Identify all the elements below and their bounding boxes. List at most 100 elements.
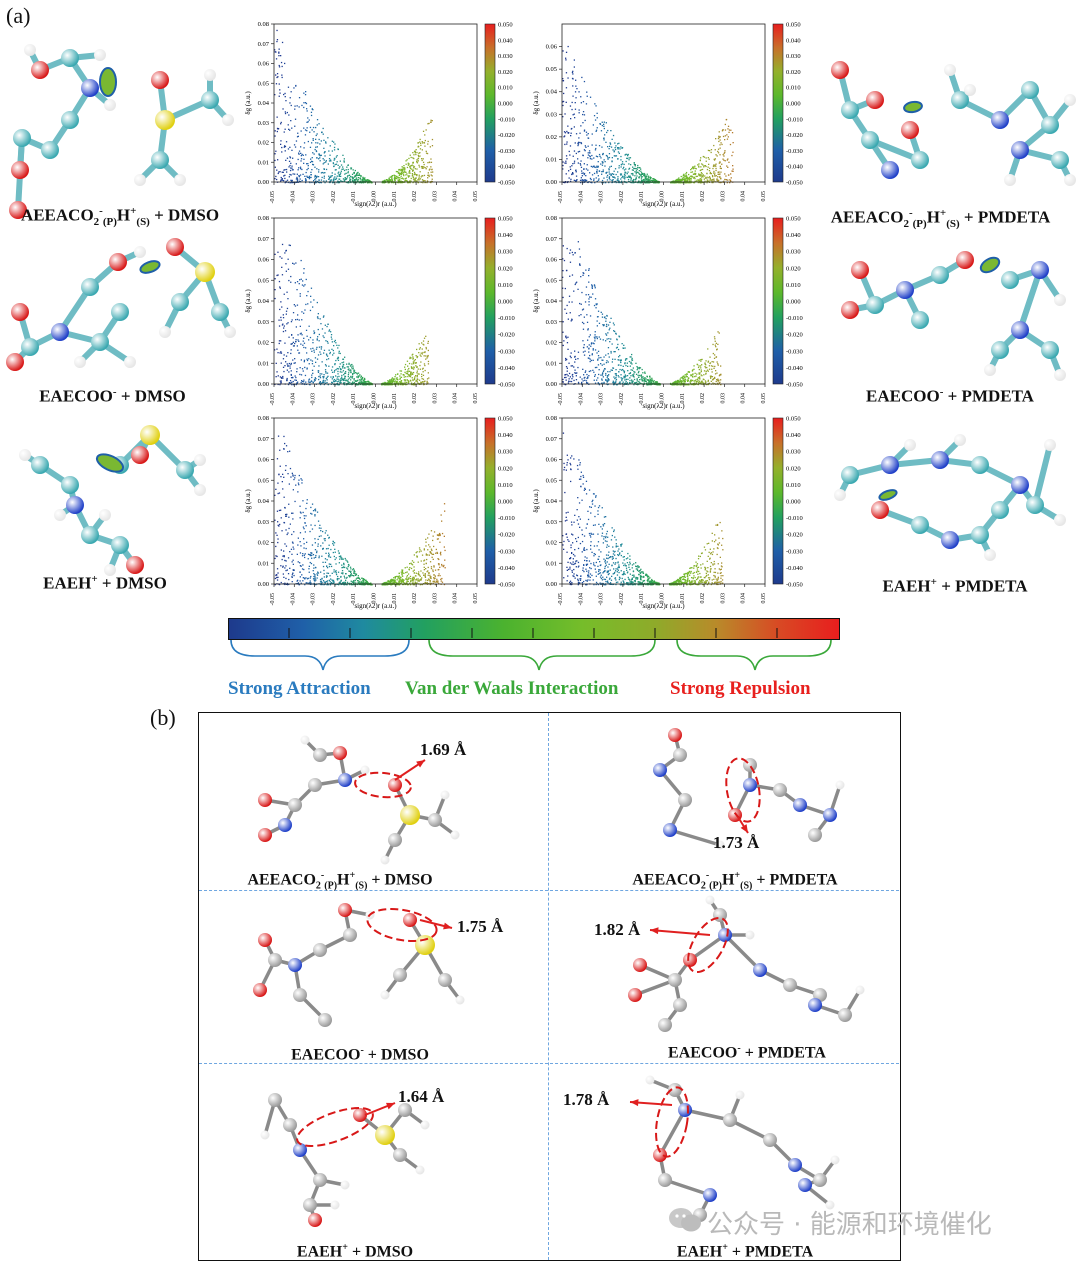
data-point — [630, 181, 632, 184]
data-point — [423, 549, 425, 551]
x-tick-label: 0.03 — [432, 191, 438, 202]
data-point — [274, 297, 276, 300]
data-point — [389, 176, 391, 178]
data-point — [594, 149, 597, 151]
data-point — [654, 180, 656, 182]
data-point — [608, 181, 610, 184]
data-point — [304, 383, 306, 386]
data-point — [605, 378, 607, 381]
atom-H — [964, 84, 976, 96]
data-point — [707, 180, 709, 182]
data-point — [326, 559, 328, 561]
data-point — [687, 178, 689, 180]
data-point — [622, 347, 624, 349]
data-point — [287, 352, 289, 354]
data-point — [714, 377, 716, 380]
data-point — [298, 283, 300, 285]
data-point — [597, 364, 600, 366]
data-point — [385, 384, 387, 386]
data-point — [335, 156, 337, 158]
data-point — [718, 131, 720, 133]
data-point — [347, 374, 350, 376]
x-tick-label: 0.04 — [453, 393, 459, 404]
data-point — [396, 382, 398, 384]
atom-O — [126, 556, 144, 574]
atom-O — [166, 238, 184, 256]
data-point — [694, 173, 696, 176]
data-point — [284, 469, 287, 471]
data-point — [319, 155, 321, 157]
data-point — [719, 161, 721, 163]
data-point — [623, 384, 625, 386]
data-point — [331, 378, 333, 380]
data-point — [356, 172, 358, 174]
data-point — [400, 571, 402, 573]
data-point — [288, 382, 290, 384]
data-point — [567, 382, 570, 384]
colorbar-tick-label: 0.010 — [498, 282, 513, 289]
data-point — [277, 352, 279, 354]
data-point — [624, 363, 626, 365]
data-point — [566, 143, 568, 145]
data-point — [414, 151, 416, 153]
colorbar-tick-label: 0.040 — [786, 37, 801, 44]
data-point — [706, 366, 708, 369]
data-point — [315, 126, 317, 129]
data-point — [679, 378, 681, 380]
data-point — [325, 141, 327, 143]
data-point — [318, 375, 320, 378]
x-tick-label: 0.05 — [473, 191, 479, 202]
data-point — [278, 342, 280, 345]
data-point — [603, 159, 605, 161]
data-point — [404, 168, 406, 170]
data-point — [283, 370, 285, 373]
data-point — [724, 139, 726, 141]
data-point — [573, 150, 576, 152]
data-point — [316, 346, 318, 349]
data-point — [304, 284, 306, 286]
data-point — [358, 375, 360, 377]
data-point — [303, 359, 306, 361]
data-point — [728, 129, 731, 131]
data-point — [314, 357, 317, 359]
data-point — [433, 565, 435, 567]
atom-H — [204, 69, 216, 81]
data-point — [562, 101, 564, 103]
data-point — [700, 176, 703, 178]
data-point — [309, 580, 311, 582]
data-point — [338, 174, 340, 176]
data-point — [631, 379, 633, 381]
data-point — [692, 173, 695, 175]
atom-C — [176, 461, 194, 479]
data-point — [572, 155, 574, 157]
data-point — [645, 380, 647, 383]
data-point — [724, 151, 726, 154]
data-point — [399, 180, 401, 183]
data-point — [310, 301, 312, 303]
atom-N — [896, 281, 914, 299]
data-point — [683, 174, 685, 176]
data-point — [715, 175, 717, 177]
data-point — [615, 381, 617, 384]
data-point — [582, 154, 584, 157]
data-point — [608, 169, 610, 171]
data-point — [583, 114, 586, 116]
data-point — [371, 181, 373, 184]
data-point — [416, 366, 418, 368]
data-point — [640, 179, 643, 182]
data-point — [703, 370, 706, 372]
data-point — [618, 359, 620, 361]
y-tick-label: 0.07 — [258, 41, 270, 48]
colorbar-tick-label: -0.010 — [498, 315, 515, 322]
data-point — [717, 176, 719, 178]
rdg-plot-2: -0.05 -0.04 -0.03 -0.02 -0.01 0.00 0.01 0.02 0.0… — [528, 18, 813, 209]
data-point — [427, 574, 429, 576]
data-point — [574, 91, 577, 93]
molecule-label-a4: EAECOO- + PMDETA — [830, 386, 1070, 407]
data-point — [615, 373, 617, 375]
data-point — [570, 132, 572, 134]
atom-N — [66, 496, 84, 514]
data-point — [637, 374, 639, 376]
data-point — [307, 290, 309, 293]
colorbar-tick-label: -0.050 — [498, 382, 515, 389]
